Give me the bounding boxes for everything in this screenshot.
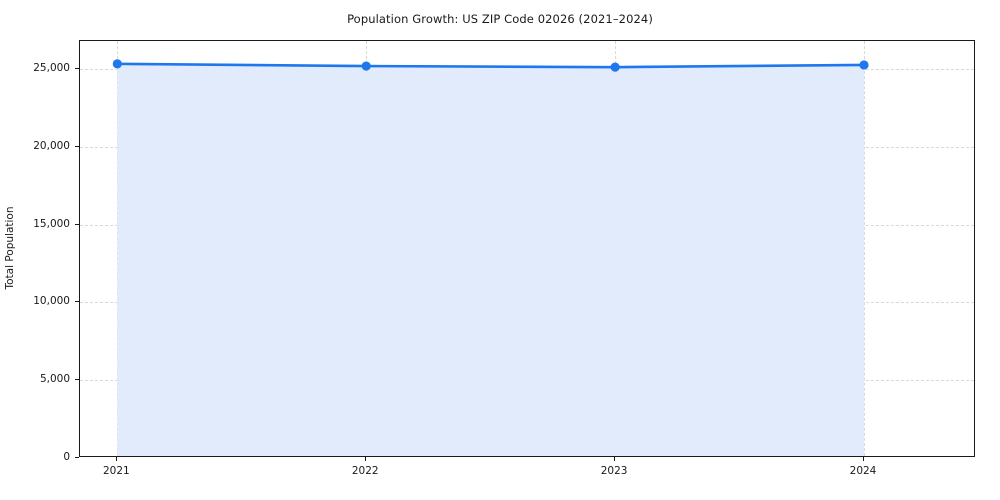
x-tick-label: 2024 (849, 465, 877, 477)
chart-title: Population Growth: US ZIP Code 02026 (20… (347, 12, 653, 26)
data-point-marker (610, 62, 620, 72)
x-tick-mark (116, 457, 118, 461)
x-tick-mark (863, 457, 864, 461)
x-tick-label: 2021 (102, 465, 130, 477)
data-point-marker (112, 59, 122, 69)
x-tick-mark (614, 457, 616, 461)
y-tick-mark (75, 457, 79, 458)
y-tick-label: 10,000 (33, 295, 70, 308)
y-tick-label: 0 (63, 450, 70, 463)
y-tick-mark (75, 223, 79, 225)
plot-area (79, 40, 975, 457)
y-tick-label: 5,000 (39, 372, 70, 385)
area-fill (117, 63, 864, 456)
y-tick-label: 20,000 (33, 139, 70, 152)
y-tick-mark (75, 68, 79, 69)
y-tick-mark (75, 379, 79, 381)
x-tick-label: 2023 (600, 465, 628, 477)
data-series-area-line (112, 59, 869, 456)
y-tick-mark (75, 301, 79, 303)
data-point-marker (361, 61, 371, 71)
x-tick-label: 2022 (351, 465, 379, 477)
y-tick-label: 25,000 (33, 61, 70, 74)
series-line (116, 62, 866, 69)
x-tick-mark (365, 457, 367, 461)
data-point-marker (859, 60, 869, 70)
y-tick-label: 15,000 (33, 217, 70, 230)
y-tick-mark (75, 145, 79, 147)
